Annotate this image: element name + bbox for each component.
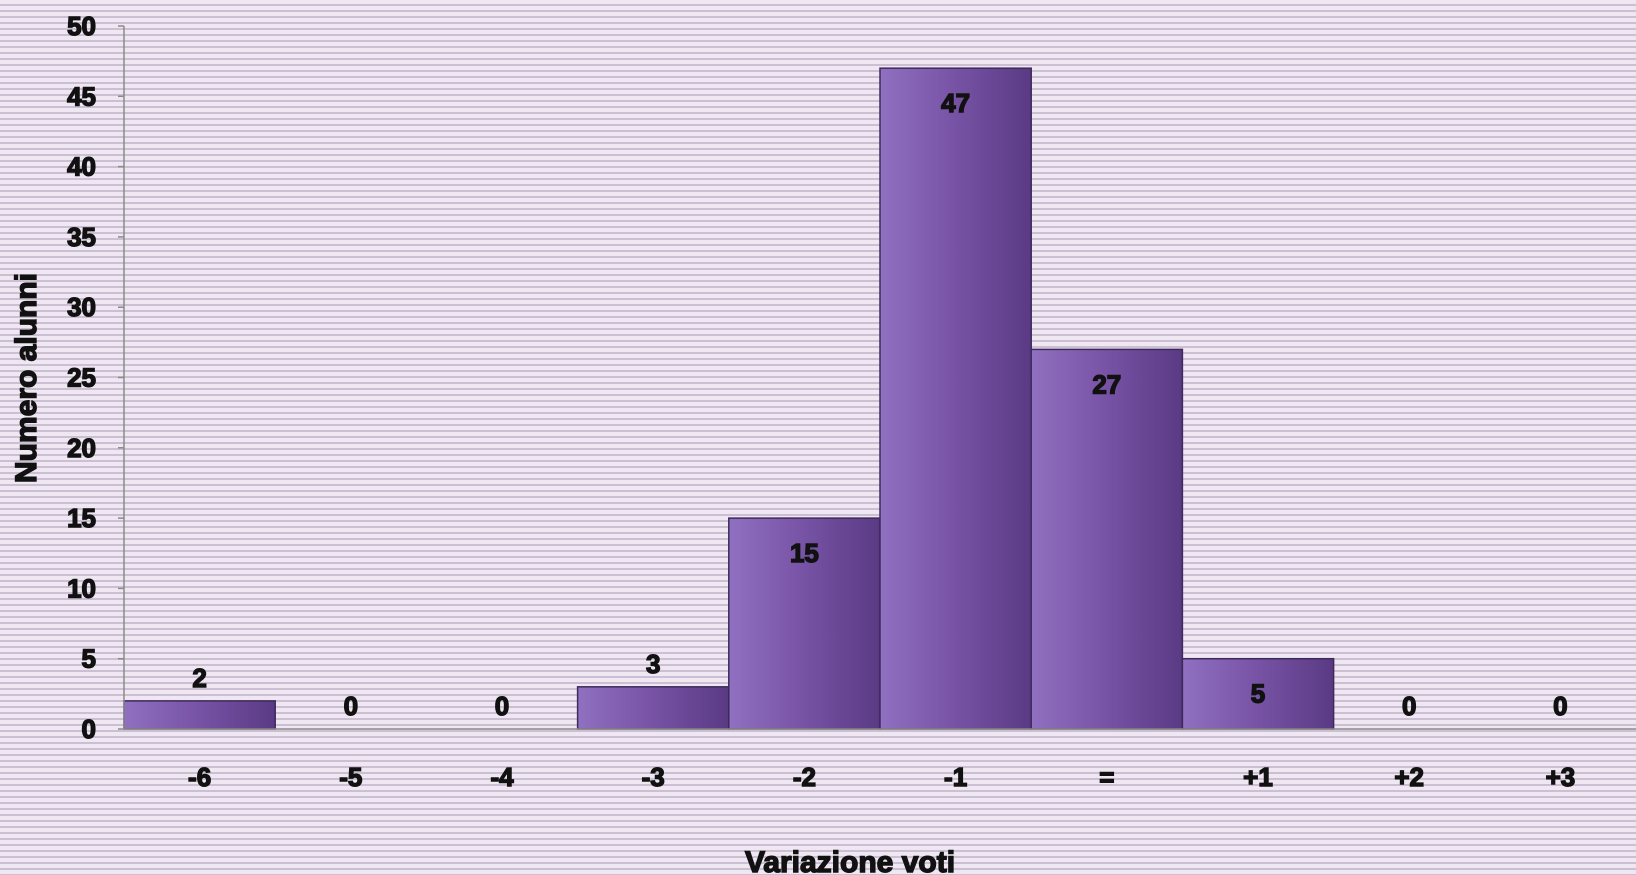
bar (1031, 349, 1182, 729)
x-tick-label: = (1099, 762, 1114, 792)
data-label: 2 (192, 663, 206, 693)
bar (880, 68, 1031, 729)
y-tick-labels: 0 5 10 15 20 25 30 35 40 45 50 (67, 11, 96, 744)
x-tick-label: -1 (944, 762, 967, 792)
y-tick-label: 30 (67, 292, 96, 322)
y-tick-label: 15 (67, 503, 96, 533)
data-label: 0 (495, 691, 509, 721)
data-label: 15 (790, 538, 819, 568)
data-label: 0 (1402, 691, 1416, 721)
data-label: 5 (1251, 679, 1265, 709)
data-label: 47 (941, 88, 970, 118)
bar (578, 687, 729, 729)
y-tick-label: 40 (67, 152, 96, 182)
x-tick-label: -6 (188, 762, 211, 792)
x-tick-label: -4 (490, 762, 514, 792)
x-axis-title: Variazione voti (745, 846, 955, 875)
data-label: 0 (344, 691, 358, 721)
y-tick-label: 5 (82, 644, 96, 674)
bars-layer (124, 68, 1334, 729)
y-tick-label: 10 (67, 573, 96, 603)
x-tick-label: -5 (339, 762, 362, 792)
y-tick-label: 35 (67, 222, 96, 252)
y-tick-label: 25 (67, 363, 96, 393)
bar (124, 701, 275, 729)
x-tick-label: -3 (642, 762, 665, 792)
y-tick-label: 20 (67, 433, 96, 463)
x-tick-label: +2 (1394, 762, 1424, 792)
x-tick-label: +1 (1243, 762, 1273, 792)
y-tick-label: 0 (82, 714, 96, 744)
data-label: 3 (646, 649, 660, 679)
x-tick-labels: -6 -5 -4 -3 -2 -1 = +1 +2 +3 (188, 762, 1575, 792)
x-tick-label: +3 (1546, 762, 1576, 792)
y-tick-label: 50 (67, 11, 96, 41)
data-label: 27 (1092, 369, 1121, 399)
x-tick-label: -2 (793, 762, 816, 792)
y-tick-label: 45 (67, 81, 96, 111)
data-label: 0 (1553, 691, 1567, 721)
y-axis-title: Numero alunni (10, 273, 43, 483)
